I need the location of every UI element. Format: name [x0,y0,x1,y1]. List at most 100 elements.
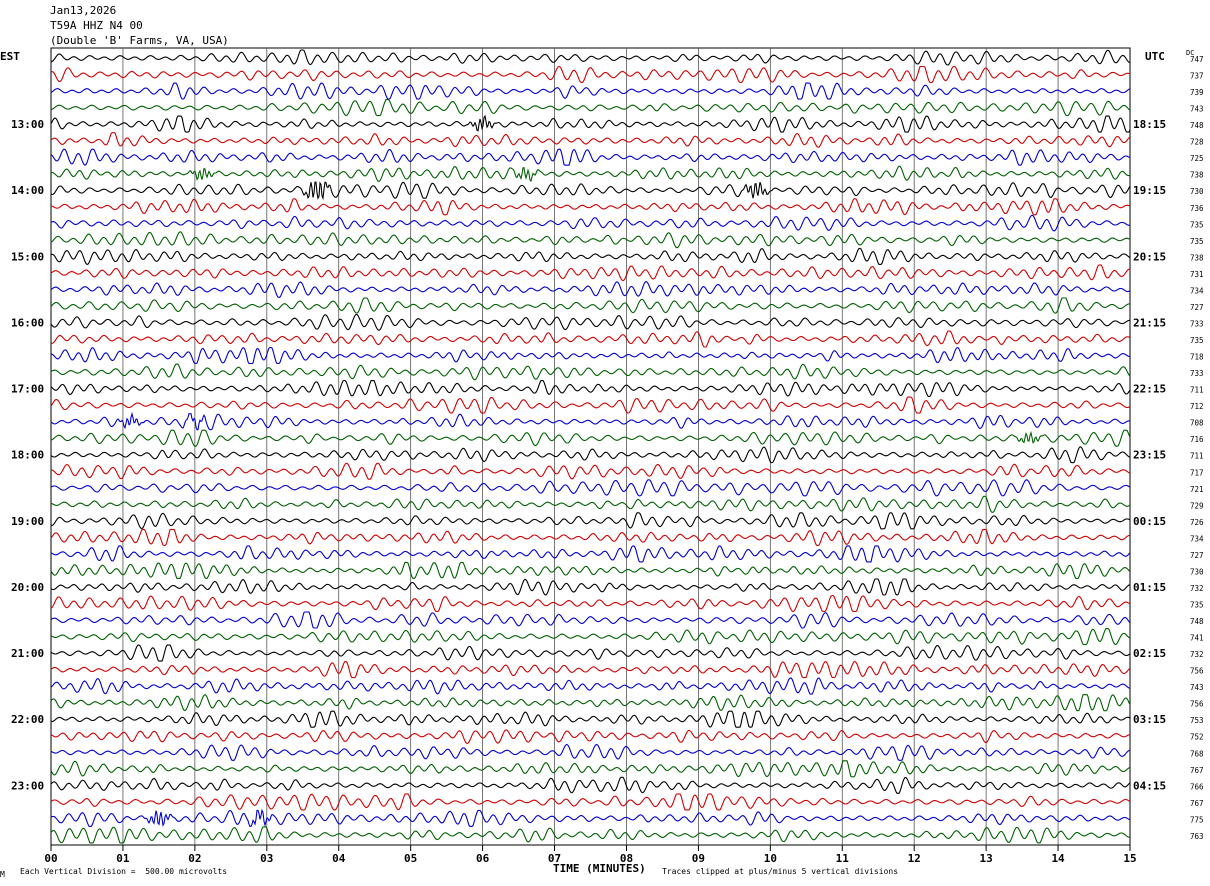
seismic-trace [50,677,1131,695]
seismic-trace [50,479,1131,497]
left-hour-label: 13:00 [11,118,44,131]
dc-value: 735 [1190,600,1204,609]
dc-value: 775 [1190,815,1204,824]
dc-value: 767 [1190,766,1204,775]
dc-value: 725 [1190,154,1204,163]
x-tick-label: 04 [332,852,346,865]
dc-value: 753 [1190,716,1204,725]
right-hour-label: 20:15 [1133,250,1166,263]
seismic-trace [50,247,1131,265]
seismic-trace [50,165,1131,183]
left-hour-label: 16:00 [11,316,44,329]
dc-value: 767 [1190,799,1204,808]
seismic-trace [50,280,1131,298]
seismic-trace [50,82,1131,100]
seismic-trace [50,826,1130,844]
dc-value: 726 [1190,518,1204,527]
seismic-trace [50,99,1131,117]
x-tick-label: 14 [1051,852,1065,865]
scale-note: Each Vertical Division = 500.00 microvol… [20,867,228,876]
x-tick-label: 08 [620,852,633,865]
dc-value: 717 [1190,468,1204,477]
dc-value: 727 [1190,303,1204,312]
x-tick-label: 00 [44,852,57,865]
dc-value: 730 [1190,187,1204,196]
seismic-trace [50,297,1130,314]
right-hour-label: 19:15 [1133,184,1166,197]
seismic-trace [50,65,1131,84]
dc-value: 738 [1190,253,1204,262]
dc-value: 735 [1190,220,1204,229]
seismic-trace [50,148,1131,166]
right-hour-label: 04:15 [1133,779,1166,792]
plot-date: Jan13,2026 [50,4,117,17]
seismic-trace [50,214,1130,232]
dc-value: 711 [1190,452,1204,461]
plot-frame [50,47,1131,846]
dc-value: 734 [1190,286,1204,295]
dc-value: 711 [1190,386,1204,395]
seismic-trace [50,628,1131,646]
dc-value: 735 [1190,336,1204,345]
x-tick-label: 07 [548,852,561,865]
seismic-trace [50,512,1131,530]
x-tick-label: 01 [116,852,130,865]
seismic-trace [50,776,1131,794]
seismic-trace [50,363,1131,381]
seismic-trace [50,49,1131,66]
dc-value: 747 [1190,55,1204,64]
dc-value: 756 [1190,700,1204,709]
seismic-trace [50,660,1131,679]
seismic-trace [50,694,1131,712]
left-hour-label: 14:00 [11,184,44,197]
x-tick-label: 11 [836,852,850,865]
seismic-trace [50,743,1131,761]
dc-value: 743 [1190,105,1204,114]
dc-value: 737 [1190,72,1204,81]
dc-value: 766 [1190,782,1204,791]
seismic-trace [50,396,1131,414]
x-tick-label: 02 [188,852,201,865]
dc-value: 748 [1190,617,1204,626]
seismic-trace [50,528,1131,546]
seismic-trace [50,380,1131,398]
dc-value: 763 [1190,832,1204,841]
x-tick-label: 06 [476,852,490,865]
seismic-trace [50,495,1131,513]
x-tick-label: 15 [1123,852,1136,865]
dc-value: 738 [1190,171,1204,180]
dc-value: 730 [1190,567,1204,576]
corner-mark: M [0,870,5,879]
dc-column-label: DC [1186,49,1195,57]
dc-value: 718 [1190,353,1204,362]
dc-value: 733 [1190,319,1204,328]
dc-value: 756 [1190,667,1204,676]
right-hour-label: 03:15 [1133,713,1166,726]
right-hour-label: 21:15 [1133,316,1166,329]
seismic-trace [50,644,1131,662]
dc-value: 743 [1190,683,1204,692]
right-hour-label: 22:15 [1133,383,1166,396]
dc-value: 748 [1190,121,1204,130]
x-tick-label: 13 [980,852,993,865]
seismic-trace [50,346,1130,365]
dc-value: 712 [1190,402,1204,411]
x-axis-title: TIME (MINUTES) [553,862,646,875]
right-hour-label: 02:15 [1133,647,1166,660]
right-hour-label: 00:15 [1133,515,1166,528]
seismic-trace [50,729,1131,745]
left-timezone-label: EST [0,50,20,63]
seismic-trace [50,545,1131,563]
seismic-trace [50,594,1131,613]
dc-value: 739 [1190,88,1204,97]
dc-value: 728 [1190,138,1204,147]
seismic-trace [50,264,1131,282]
seismic-trace [50,114,1131,133]
seismic-trace [50,181,1131,201]
seismic-trace [50,330,1131,348]
seismic-trace [50,231,1131,249]
seismic-trace [50,198,1131,216]
dc-value: 734 [1190,534,1204,543]
dc-value: 768 [1190,749,1204,758]
